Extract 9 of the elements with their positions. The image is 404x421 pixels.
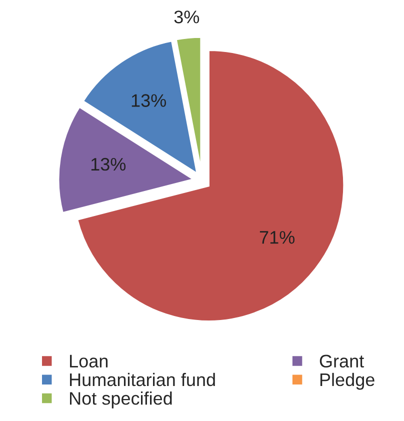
- data-label: 13%: [132, 94, 166, 107]
- data-label: 3%: [174, 10, 200, 24]
- data-label: 13%: [91, 158, 126, 171]
- legend-label: Humanitarian fund: [70, 372, 215, 386]
- legend-label: Loan: [70, 354, 108, 368]
- data-label: 71%: [260, 231, 295, 244]
- legend-label: Grant: [320, 354, 364, 368]
- legend-label: Not specified: [70, 392, 172, 408]
- legend-label: Pledge: [320, 372, 374, 390]
